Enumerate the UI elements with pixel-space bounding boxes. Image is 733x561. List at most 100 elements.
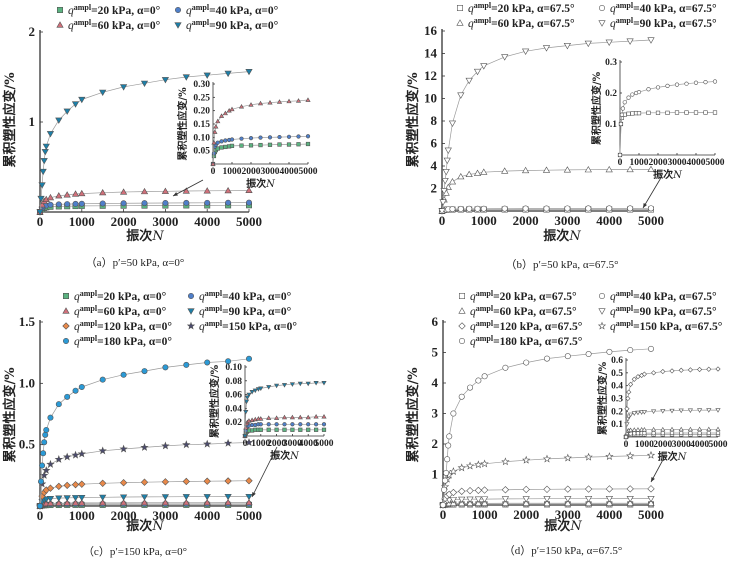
inset-x-tick-label: 3000	[283, 439, 302, 449]
data-point	[706, 430, 711, 436]
data-point	[474, 205, 481, 212]
data-point	[619, 112, 625, 117]
inset-x-tick-label: 2000	[649, 158, 668, 168]
data-point	[703, 110, 708, 115]
data-point	[162, 364, 169, 371]
data-point	[564, 499, 572, 506]
data-point	[212, 129, 218, 134]
data-point	[473, 169, 482, 176]
data-point	[119, 444, 128, 453]
inset-y-axis-label: 累积塑性应变/%	[590, 71, 603, 145]
data-point	[501, 205, 508, 212]
data-point	[647, 205, 654, 212]
data-point	[71, 495, 80, 502]
data-point	[244, 438, 254, 446]
inset-x-axis-label: 振次N	[246, 177, 276, 190]
data-point	[63, 452, 72, 461]
data-point	[617, 152, 623, 158]
data-point	[321, 414, 327, 419]
data-point	[669, 368, 675, 374]
data-point	[248, 136, 254, 141]
legend-label: qampl=60 kPa, α=67.5°	[470, 304, 577, 318]
data-point	[72, 387, 79, 394]
data-point	[119, 494, 128, 501]
legend-item: qampl=60 kPa, α=0°	[62, 304, 167, 318]
main-x-tick-label: 1000	[69, 214, 95, 229]
data-point	[286, 142, 292, 147]
data-point	[46, 131, 55, 138]
data-point	[542, 454, 552, 463]
data-point	[71, 480, 80, 489]
data-point	[684, 81, 689, 86]
data-point	[442, 169, 450, 176]
data-point	[120, 200, 127, 207]
inset-x-tick-label: 3000	[668, 158, 687, 168]
data-point	[229, 106, 235, 112]
data-point	[458, 393, 465, 400]
data-point	[626, 95, 631, 100]
data-point	[669, 426, 675, 432]
legend-label: qampl=60 kPa, α=0°	[74, 304, 167, 318]
data-point	[641, 410, 647, 415]
data-point	[239, 136, 244, 141]
main-x-tick-label: 3000	[152, 508, 178, 523]
data-point	[605, 39, 613, 46]
data-point	[444, 456, 451, 463]
data-point	[624, 422, 630, 427]
inset-background	[619, 58, 718, 157]
data-point	[229, 137, 235, 142]
data-point	[697, 408, 703, 413]
data-point	[480, 459, 489, 468]
data-point	[679, 430, 684, 436]
main-y-tick-label: 2	[431, 181, 438, 196]
data-point	[244, 395, 250, 401]
data-point	[46, 459, 55, 468]
data-point	[290, 427, 295, 432]
data-point	[141, 368, 148, 375]
data-point	[229, 143, 235, 148]
data-point	[267, 142, 273, 147]
main-x-tick-label: 4000	[596, 507, 622, 522]
legend-item: qampl=90 kPa, α=0°	[187, 304, 292, 318]
data-point	[466, 205, 473, 212]
data-point	[651, 370, 657, 376]
main-x-tick-label: 1000	[471, 213, 497, 228]
main-x-tick-label: 4000	[194, 508, 220, 523]
data-point	[258, 135, 263, 140]
data-point	[43, 426, 50, 433]
data-point	[628, 381, 634, 387]
data-point	[585, 351, 592, 358]
legend-item: qampl=90 kPa, α=0°	[174, 18, 279, 32]
inset-x-tick-label: 1000	[223, 167, 242, 177]
legend-marker-icon	[598, 308, 606, 315]
data-point	[210, 161, 216, 166]
legend-label: qampl=90 kPa, α=67.5°	[610, 304, 717, 318]
data-point	[296, 134, 301, 139]
main-x-tick-label: 3000	[555, 507, 581, 522]
data-point	[71, 101, 80, 108]
data-point	[203, 498, 211, 506]
data-point	[54, 455, 63, 463]
legend-item: qampl=120 kPa, α=0°	[62, 319, 172, 333]
data-point	[119, 499, 128, 506]
data-point	[99, 188, 107, 196]
data-point	[78, 384, 85, 391]
data-point	[243, 399, 250, 405]
data-point	[480, 63, 488, 70]
data-point	[522, 485, 530, 494]
legend-label: qampl=20 kPa, α=67.5°	[468, 1, 575, 15]
data-point	[78, 480, 86, 488]
legend-marker-icon	[62, 337, 69, 344]
data-point	[42, 496, 50, 503]
data-point	[55, 499, 63, 506]
data-point	[620, 106, 625, 111]
y-axis-label: 累积塑性应变/%	[2, 72, 18, 168]
data-point	[647, 485, 655, 493]
data-point	[281, 383, 288, 388]
data-point	[635, 431, 641, 436]
data-point	[626, 389, 632, 395]
data-point	[457, 463, 466, 472]
data-point	[706, 366, 712, 372]
legend-label: qampl=20 kPa, α=67.5°	[470, 289, 577, 303]
data-point	[678, 408, 684, 414]
